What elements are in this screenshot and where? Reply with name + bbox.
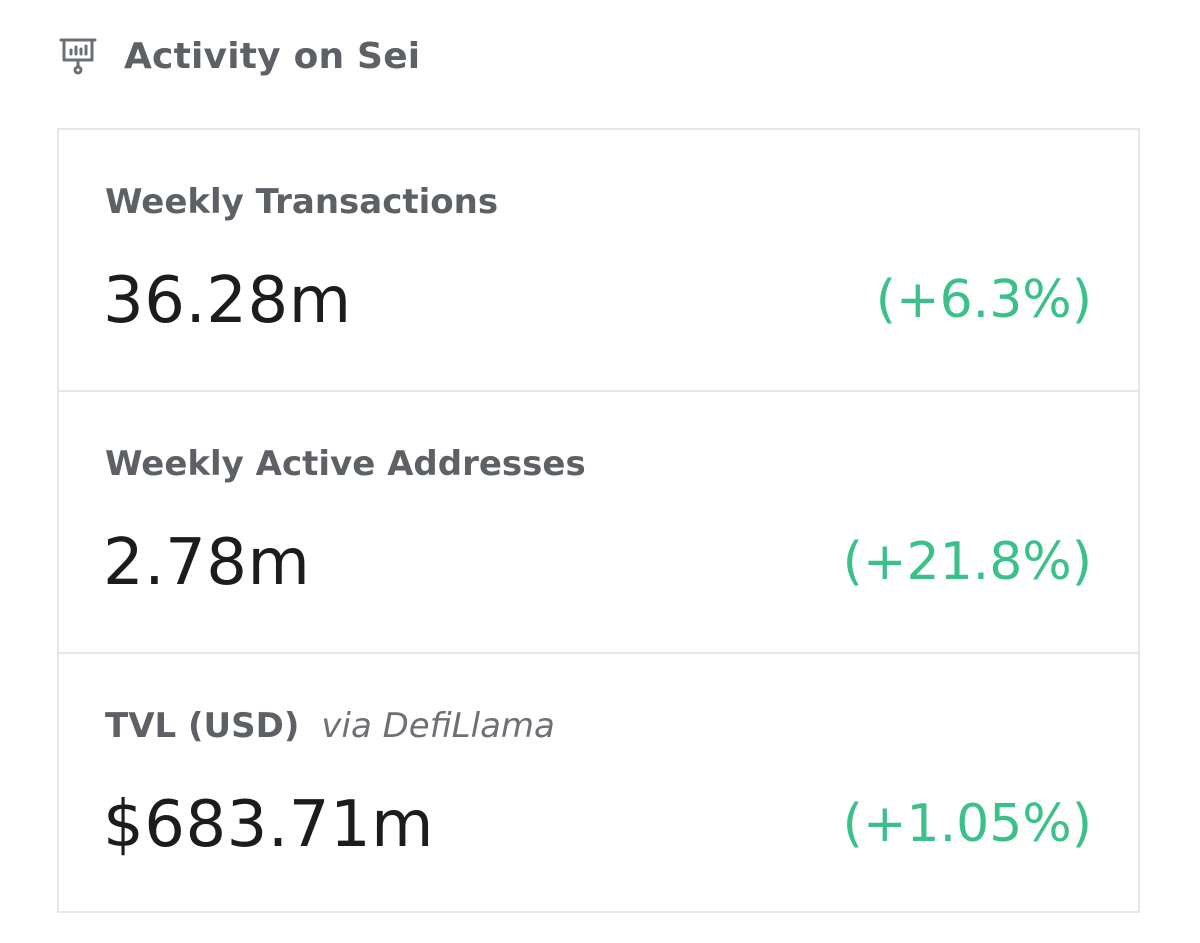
metric-source: via DefiLlama: [321, 706, 555, 746]
metric-value: 36.28m: [103, 264, 352, 338]
metric-weekly-transactions: Weekly Transactions 36.28m (+6.3%): [59, 130, 1138, 392]
metric-label-row: TVL (USD) via DefiLlama: [105, 706, 555, 746]
metric-change: (+21.8%): [842, 532, 1092, 592]
metric-tvl: TVL (USD) via DefiLlama $683.71m (+1.05%): [59, 654, 1138, 911]
metric-label: Weekly Transactions: [105, 182, 499, 222]
metric-change: (+1.05%): [842, 794, 1092, 854]
presentation-chart-icon: [58, 36, 98, 76]
metric-value: 2.78m: [103, 526, 311, 600]
metric-change: (+6.3%): [875, 270, 1092, 330]
activity-card: Weekly Transactions 36.28m (+6.3%) Weekl…: [57, 128, 1140, 913]
metric-value: $683.71m: [103, 788, 434, 862]
metric-label: TVL (USD): [105, 706, 300, 746]
metric-weekly-active-addresses: Weekly Active Addresses 2.78m (+21.8%): [59, 392, 1138, 654]
metric-label: Weekly Active Addresses: [105, 444, 586, 484]
section-title: Activity on Sei: [124, 35, 421, 77]
section-header: Activity on Sei: [58, 30, 420, 82]
